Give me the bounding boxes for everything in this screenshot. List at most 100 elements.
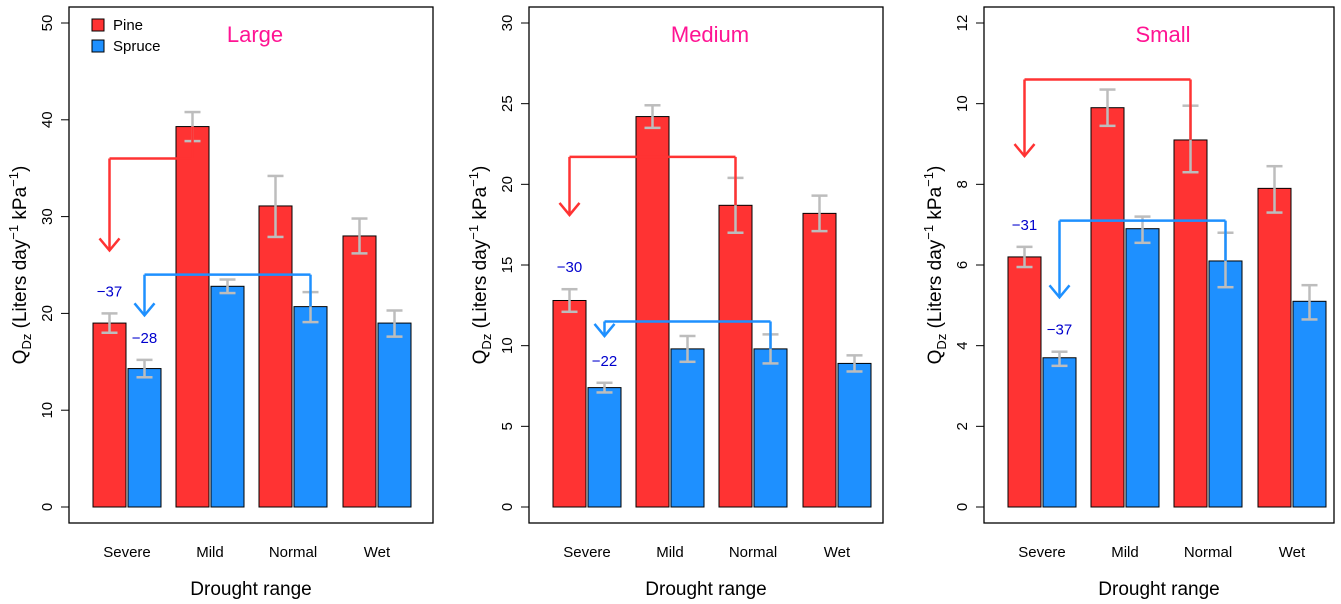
y-tick-label: 2	[954, 422, 971, 430]
arrow-head	[558, 202, 581, 217]
bar-spruce-wet	[377, 322, 412, 508]
arrow-head	[133, 302, 156, 318]
legend-label-spruce: Spruce	[113, 38, 161, 55]
error-bar-pine-mild	[1099, 88, 1116, 128]
x-tick-label: Wet	[1279, 544, 1306, 561]
y-axis-title-part: )	[10, 166, 31, 172]
error-bar-pine-normal	[267, 174, 284, 239]
panel-medium: 0 5 10 15 20 25 30 Severe Mild Normal Wet Drought r…	[466, 6, 884, 600]
y-axis-title-part: −1	[6, 225, 21, 240]
x-axis-title: Drought range	[1098, 579, 1219, 600]
annotation-label-spruce: −22	[592, 353, 617, 370]
y-axis-title-part: Q	[925, 350, 946, 365]
bar-spruce-severe	[587, 387, 622, 508]
y-tick-label: 0	[39, 503, 56, 511]
error-bar-pine-severe	[1016, 245, 1033, 269]
x-axis-title: Drought range	[645, 579, 766, 600]
error-bar-spruce-mild	[679, 334, 696, 364]
bar-spruce-normal	[293, 306, 328, 508]
bar-pine-severe	[92, 322, 127, 508]
x-tick-label: Mild	[196, 544, 224, 561]
error-bar-spruce-wet	[846, 354, 863, 373]
y-axis-title-part: Q	[470, 350, 491, 365]
annotation-arrow-spruce	[593, 320, 772, 349]
error-bar-spruce-mild	[219, 278, 236, 295]
annotation-arrow-spruce	[1048, 219, 1227, 300]
legend-swatch-pine	[91, 18, 105, 32]
error-bar-pine-severe	[561, 287, 578, 314]
y-tick-label: 15	[499, 257, 516, 274]
error-bar-spruce-severe	[136, 358, 153, 379]
error-bar-spruce-wet	[386, 309, 403, 338]
y-tick-label: 0	[954, 503, 971, 511]
x-axis-title: Drought range	[190, 579, 311, 600]
bar-spruce-normal	[753, 348, 788, 508]
y-tick-label: 6	[954, 261, 971, 269]
y-tick-label: 5	[499, 422, 516, 430]
bar-spruce-mild	[670, 348, 705, 508]
arrow-head	[593, 323, 616, 338]
y-axis-title-part: Q	[10, 350, 31, 365]
y-axis-title-part: Dz	[934, 334, 949, 350]
bar-pine-mild	[175, 126, 210, 508]
x-tick-label: Normal	[729, 544, 777, 561]
x-tick-label: Mild	[656, 544, 684, 561]
y-axis-title-part: kPa	[10, 186, 31, 224]
y-tick-label: 10	[39, 402, 56, 419]
bar-pine-normal	[258, 205, 293, 508]
bar-spruce-wet	[837, 362, 872, 508]
annotation-arrow-pine	[1013, 78, 1192, 159]
x-tick-label: Wet	[824, 544, 851, 561]
y-axis-title-part: (Liters day	[10, 239, 31, 333]
x-tick-label: Severe	[1018, 544, 1066, 561]
arrow-head	[1048, 284, 1071, 300]
bar-spruce-severe	[1042, 357, 1077, 508]
y-tick-label: 40	[39, 111, 56, 128]
bar-pine-wet	[1257, 187, 1292, 508]
annotation-arrow-pine	[98, 126, 194, 253]
legend-swatch-spruce	[91, 39, 105, 53]
plot-frame	[68, 6, 434, 524]
y-tick-label: 20	[39, 305, 56, 322]
legend: Pine Spruce	[91, 17, 161, 55]
y-axis-title-part: Dz	[479, 334, 494, 350]
y-tick-label: 8	[954, 180, 971, 188]
bar-pine-normal	[718, 204, 753, 508]
x-tick-label: Normal	[269, 544, 317, 561]
y-axis-title-part: kPa	[925, 186, 946, 224]
y-axis-title-part: −1	[466, 225, 481, 240]
panel-title: Large	[227, 22, 283, 47]
y-axis-title-part: kPa	[470, 186, 491, 224]
error-bar-pine-wet	[811, 194, 828, 233]
x-tick-label: Severe	[563, 544, 611, 561]
y-axis-title-part: −1	[466, 172, 481, 187]
y-axis-title-part: )	[470, 166, 491, 172]
error-bar-pine-severe	[101, 312, 118, 335]
error-bar-spruce-severe	[596, 381, 613, 394]
y-axis-title-part: −1	[6, 172, 21, 187]
y-axis-title: QDz (Liters day−1 kPa−1)	[6, 166, 34, 365]
panel-large: 0 10 20 30 40 50 Severe Mild Normal Wet Drought ra…	[6, 6, 434, 600]
x-tick-label: Severe	[103, 544, 151, 561]
bar-pine-mild	[635, 116, 670, 508]
annotation-label-pine: −37	[97, 283, 122, 300]
y-axis-title-part: (Liters day	[470, 239, 491, 333]
annotation-arrow-pine	[558, 155, 737, 217]
x-tick-label: Normal	[1184, 544, 1232, 561]
annotation-arrow-spruce	[133, 273, 312, 318]
x-tick-label: Mild	[1111, 544, 1139, 561]
bar-spruce-severe	[127, 368, 162, 508]
y-tick-label: 30	[39, 208, 56, 225]
error-bar-pine-wet	[1266, 164, 1283, 214]
y-tick-label: 12	[954, 15, 971, 32]
y-axis-title: QDz (Liters day−1 kPa−1)	[466, 166, 494, 365]
annotation-label-spruce: −28	[132, 330, 157, 347]
annotation-label-pine: −31	[1012, 217, 1037, 234]
y-tick-label: 10	[954, 95, 971, 112]
x-tick-label: Wet	[364, 544, 391, 561]
panel-title: Medium	[671, 22, 749, 47]
y-tick-label: 30	[499, 15, 516, 32]
bar-pine-normal	[1173, 139, 1208, 508]
y-tick-label: 0	[499, 503, 516, 511]
